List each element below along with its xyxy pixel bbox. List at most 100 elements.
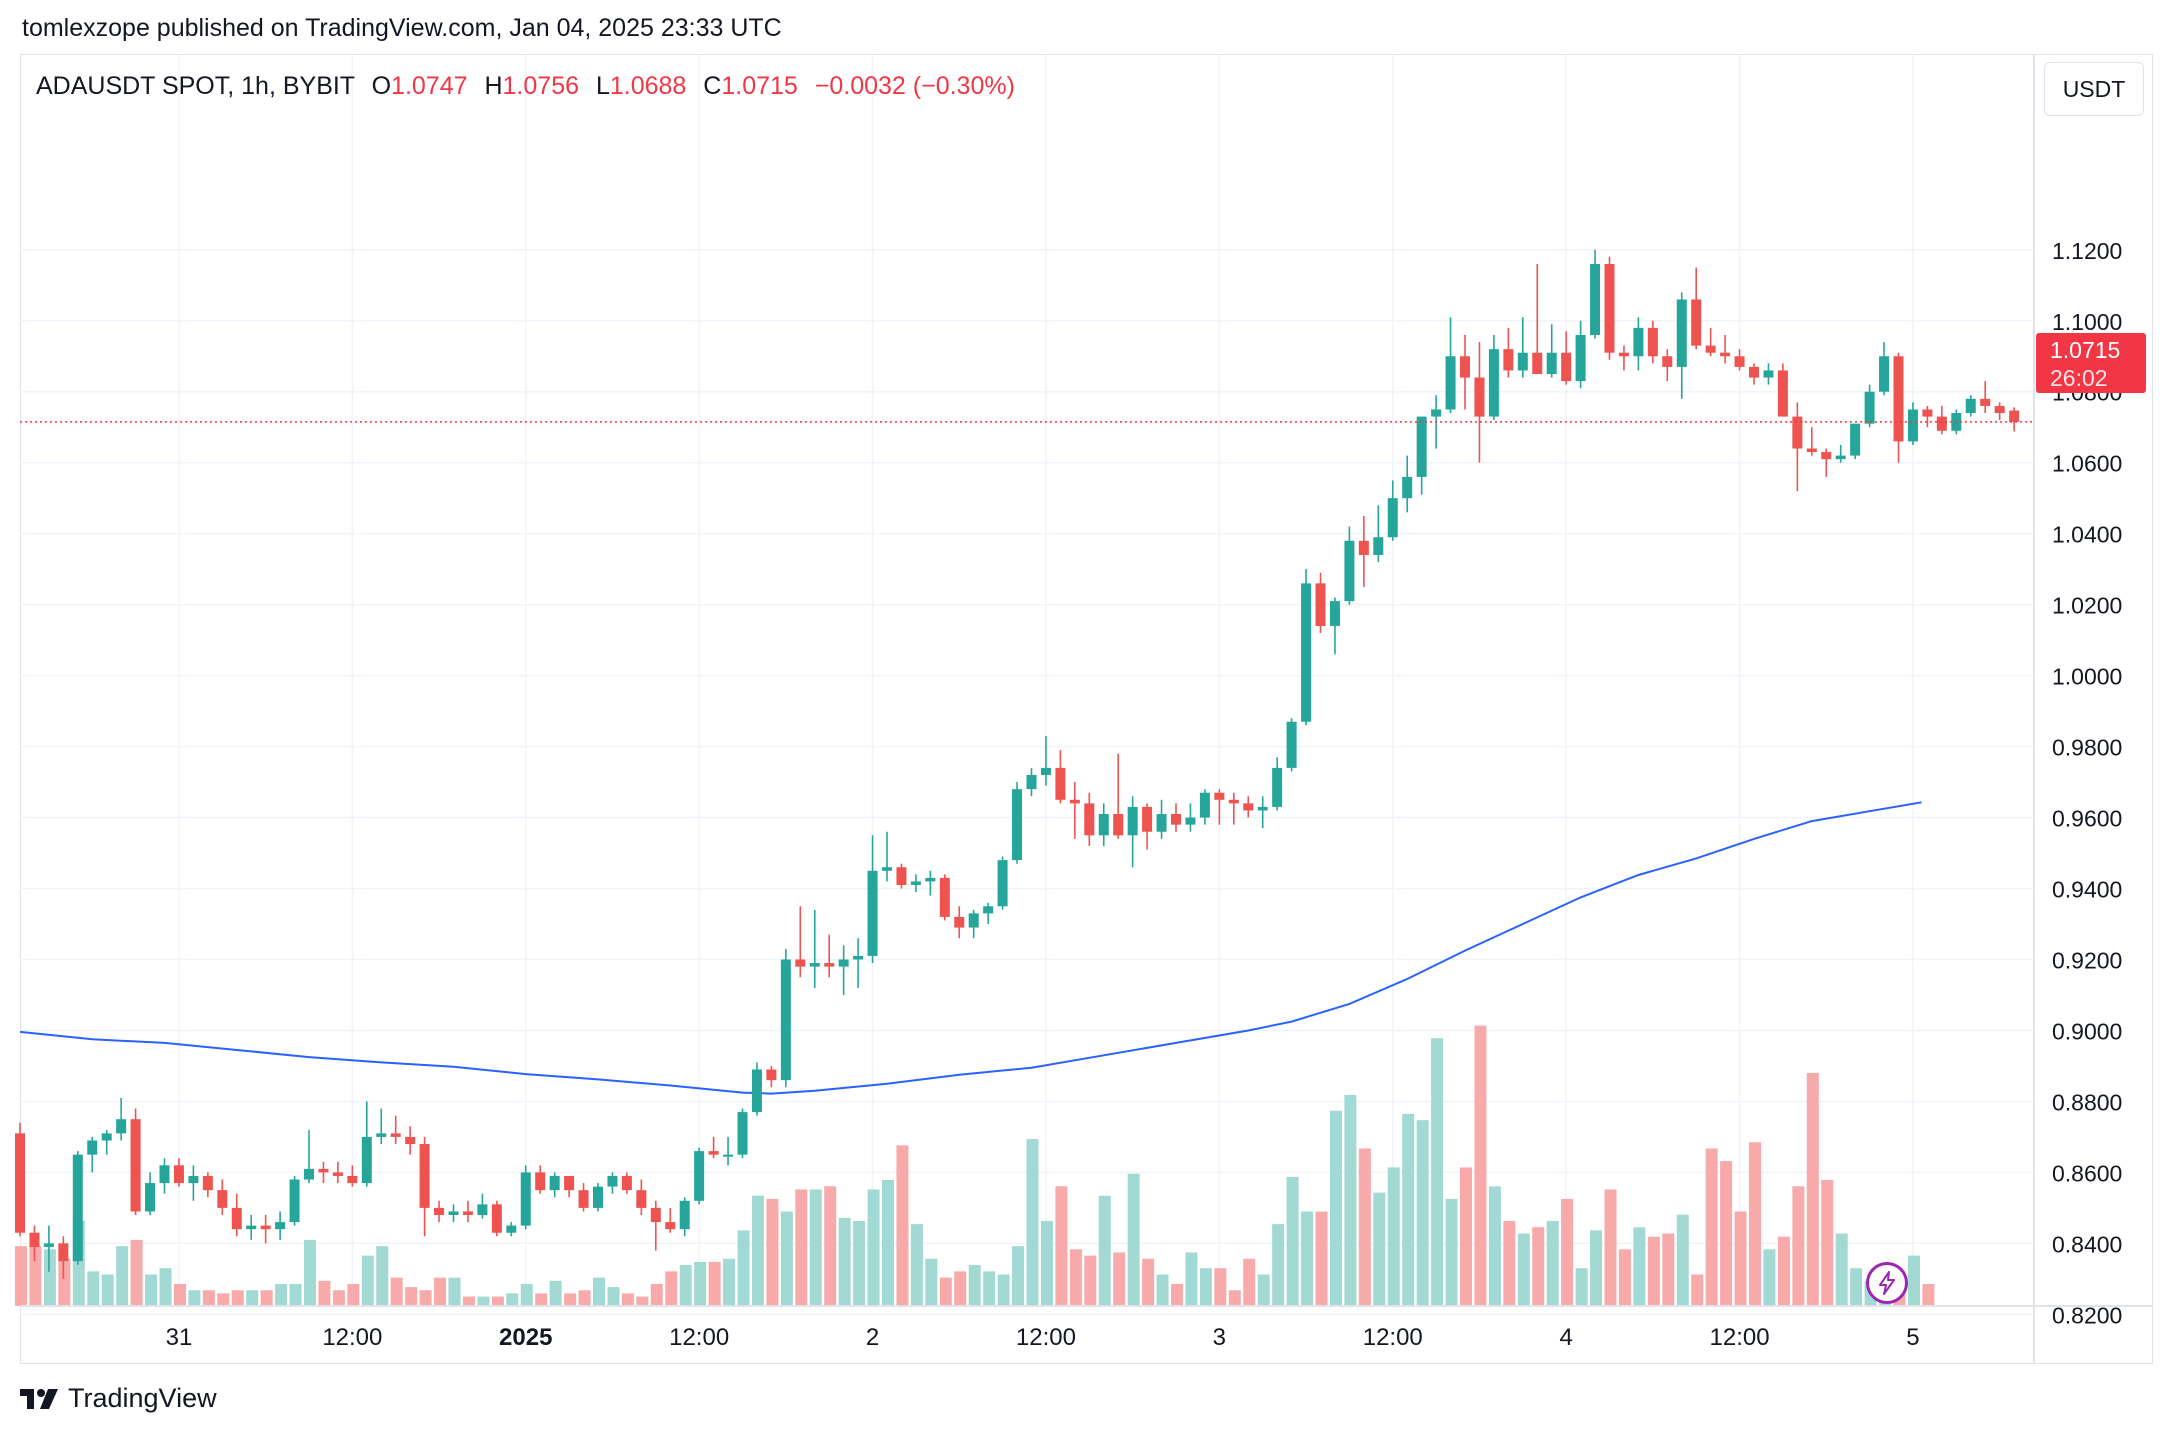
candle-body	[260, 1225, 271, 1230]
candle-body	[289, 1179, 300, 1223]
candle	[1460, 334, 1470, 410]
candle	[968, 909, 979, 939]
volume-bar	[1431, 1038, 1444, 1306]
candle-body	[925, 877, 936, 882]
volume-bar	[939, 1277, 952, 1306]
volume-bar	[1792, 1186, 1805, 1306]
candle-body	[1705, 345, 1716, 353]
currency-button[interactable]: USDT	[2044, 62, 2144, 116]
candle-body	[665, 1222, 676, 1230]
volume-bar	[1055, 1186, 1068, 1306]
last-price-label: 1.0715 26:02	[2036, 333, 2146, 393]
candle	[867, 835, 878, 964]
volume-bar	[882, 1180, 894, 1306]
candle-body	[1994, 405, 2005, 414]
candle	[491, 1200, 502, 1237]
x-tick-label: 5	[1906, 1324, 1919, 1351]
legend-open-value: 1.0747	[391, 72, 468, 100]
candle	[390, 1115, 401, 1145]
candle	[1488, 334, 1499, 421]
volume-bar	[636, 1296, 649, 1306]
candle-body	[1734, 356, 1745, 367]
volume-bar	[520, 1283, 533, 1306]
volume-bar	[1749, 1142, 1761, 1306]
y-tick-label: 0.9400	[2052, 877, 2122, 903]
candle-body	[2009, 410, 2020, 422]
volume-bar	[968, 1265, 981, 1306]
legend-change: −0.0032 (−0.30%)	[814, 72, 1015, 100]
volume-bar	[1763, 1249, 1776, 1306]
volume-bar	[1286, 1176, 1299, 1306]
candle	[1676, 292, 1687, 399]
candle	[1633, 317, 1644, 371]
candle-body	[1777, 370, 1788, 417]
candle-body	[520, 1172, 531, 1226]
candle-body	[376, 1133, 387, 1137]
candle-body	[853, 955, 864, 960]
volume-bar	[1272, 1224, 1285, 1306]
volume-bar	[997, 1274, 1010, 1306]
candle-body	[1185, 817, 1196, 825]
volume-bar	[1243, 1258, 1256, 1306]
volume-bar	[477, 1296, 490, 1306]
volume-bar	[1084, 1255, 1097, 1306]
candle-body	[1503, 349, 1514, 371]
candle-body	[1922, 409, 1933, 417]
volume-bar	[751, 1195, 764, 1306]
candle	[708, 1136, 719, 1159]
legend-close-label: C	[703, 72, 722, 100]
candle-body	[867, 870, 878, 956]
candle	[1503, 327, 1514, 378]
candle-body	[1618, 352, 1629, 357]
volume-bar	[87, 1271, 100, 1306]
candle-body	[347, 1175, 358, 1184]
volume-bar	[1561, 1198, 1574, 1306]
candle	[1922, 405, 1933, 428]
volume-bar	[419, 1290, 432, 1306]
candle-body	[896, 867, 907, 885]
candle	[1532, 263, 1543, 374]
candle	[1012, 782, 1023, 864]
candle-body	[1344, 540, 1355, 602]
candle-body	[1488, 349, 1499, 417]
candle	[1185, 803, 1196, 832]
candle-body	[116, 1119, 127, 1134]
candle-body	[1301, 583, 1312, 722]
volume-bar	[1503, 1220, 1516, 1306]
candle	[1243, 796, 1254, 818]
volume-bar	[275, 1283, 288, 1306]
candle	[896, 863, 907, 889]
candle-body	[231, 1207, 242, 1230]
candle	[2009, 407, 2020, 432]
candle-body	[1691, 299, 1702, 346]
volume-bar	[723, 1258, 736, 1306]
volume-bar	[1835, 1233, 1848, 1306]
candle	[1835, 444, 1846, 463]
legend-symbol[interactable]: ADAUSDT SPOT, 1h, BYBIT	[36, 72, 355, 100]
volume-bar	[1647, 1236, 1660, 1306]
candle-body	[1199, 792, 1210, 818]
candle	[1026, 767, 1037, 797]
volume-bar	[462, 1296, 475, 1306]
volume-bar	[1098, 1195, 1111, 1306]
y-tick-label: 1.0200	[2052, 593, 2122, 619]
flash-icon[interactable]	[1866, 1262, 1908, 1304]
candle	[275, 1211, 286, 1240]
candle	[910, 874, 921, 893]
candle-body	[434, 1207, 445, 1215]
candle-body	[679, 1200, 690, 1230]
volume-bar	[1416, 1120, 1429, 1306]
candle	[809, 909, 820, 988]
candle-body	[1156, 814, 1167, 832]
volume-bar	[1329, 1110, 1342, 1306]
candle	[15, 1122, 25, 1237]
candle	[1763, 363, 1774, 385]
volume-bar	[535, 1293, 548, 1306]
candle-body	[954, 916, 965, 928]
candle-body	[1575, 334, 1586, 382]
candle	[1662, 349, 1673, 382]
tradingview-logo[interactable]: TradingView	[20, 1383, 217, 1414]
candle-body	[130, 1119, 141, 1212]
volume-bar	[1026, 1139, 1039, 1306]
